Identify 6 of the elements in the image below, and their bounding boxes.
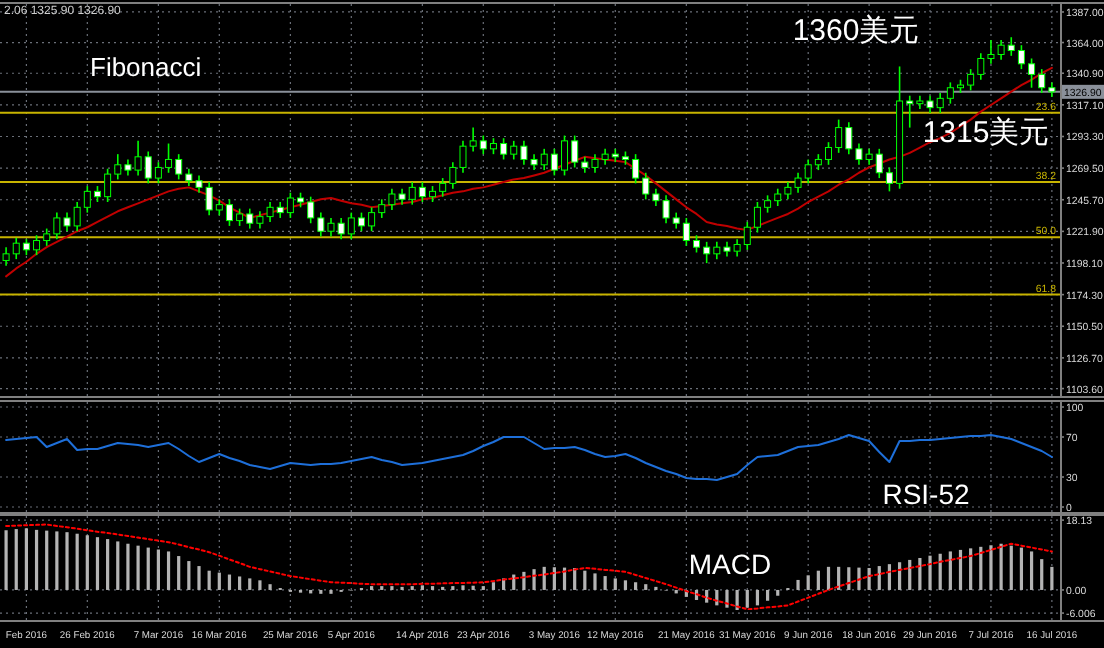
annotation: 1360美元 (792, 14, 920, 48)
annotation: Fibonacci (90, 52, 202, 82)
annotation: RSI-52 (882, 478, 970, 510)
line-series (5, 434, 1053, 481)
line-series (5, 523, 1053, 611)
annotation: MACD (688, 548, 772, 580)
